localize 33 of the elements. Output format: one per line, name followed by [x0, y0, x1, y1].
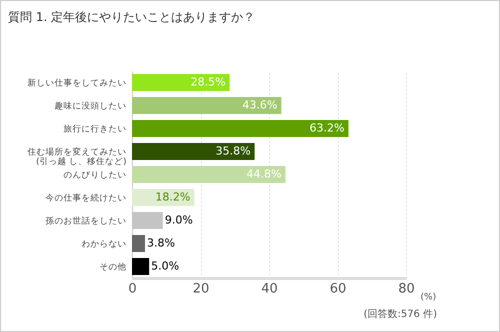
y-tick-label: のんびりしたい — [64, 170, 126, 180]
y-tick-label: 趣味に没頭したい — [54, 100, 126, 112]
x-tick-label: 60 — [330, 282, 346, 296]
text: (回答数:576 件) — [364, 308, 438, 320]
bar — [132, 258, 150, 276]
x-tick-label: 80 — [398, 282, 415, 296]
data-label: 28.5% — [190, 76, 226, 88]
y-tick-label: 孫のお世話をしたい — [46, 216, 126, 226]
data-label: 5.0% — [151, 260, 180, 272]
x-axis-title: (%) — [420, 292, 436, 302]
y-tick-label: その他 — [100, 262, 126, 272]
data-label: 63.2% — [310, 122, 344, 134]
x-tick-label: 0 — [128, 282, 137, 296]
y-tick-label: 新しい仕事をしてみたい — [28, 78, 126, 88]
y-tick-label: 住む場所を変えてみたい (引っ越 し、移住など) — [28, 146, 126, 167]
data-label: 44.8% — [246, 168, 282, 180]
data-label: 9.0% — [164, 214, 193, 226]
chart-title: 質問 1. 定年後にやりたいことはありますか？ — [8, 10, 256, 24]
bar — [132, 120, 348, 138]
y-tick-label: わからない — [82, 240, 126, 250]
data-label: 3.8% — [147, 236, 175, 250]
x-tick-label: 20 — [192, 282, 210, 296]
bar — [132, 234, 146, 252]
y-tick-label: 旅行に行きたい — [64, 124, 126, 134]
bar — [132, 142, 255, 160]
bar — [132, 96, 282, 114]
y-tick-label: 今の仕事を続けたい — [46, 192, 126, 204]
bar — [132, 166, 286, 184]
x-tick-label: 40 — [261, 282, 278, 296]
data-label: 43.6% — [242, 98, 278, 112]
data-label: 35.8% — [216, 144, 251, 158]
bar — [132, 74, 230, 92]
data-label: 18.2% — [155, 190, 190, 204]
